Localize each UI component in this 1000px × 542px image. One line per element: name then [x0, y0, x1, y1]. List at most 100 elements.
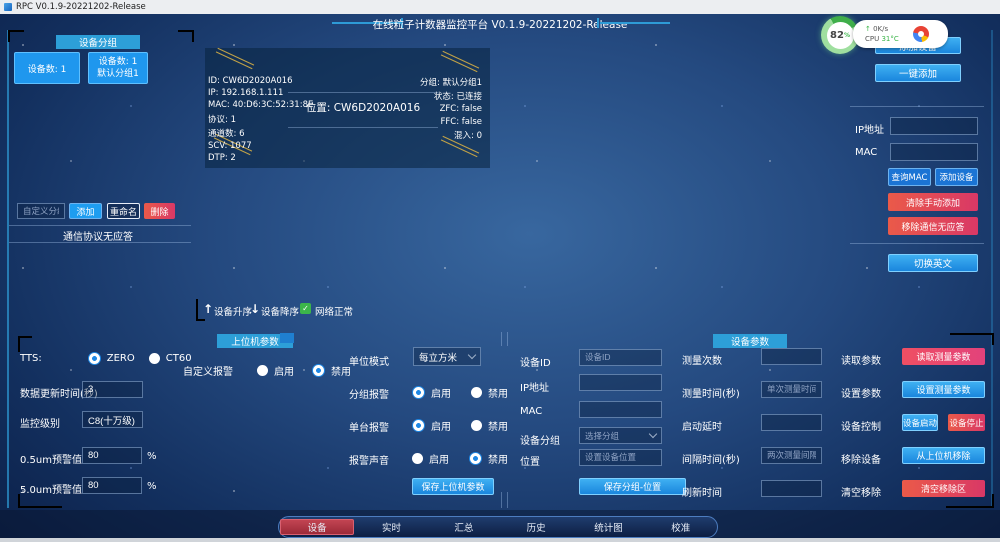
- monitor-level-label: 监控级别: [20, 419, 60, 430]
- sort-asc-icon[interactable]: ↑: [203, 302, 214, 316]
- unit-mode-label: 单位模式: [349, 357, 389, 368]
- add-group-button[interactable]: 添加: [69, 203, 102, 219]
- device-params-header: 设备参数: [713, 334, 787, 348]
- ip-label: IP地址: [855, 125, 884, 136]
- delete-group-button[interactable]: 删除: [144, 203, 175, 219]
- sort-asc-label[interactable]: 设备升序: [214, 307, 253, 318]
- device-location: 位置: CW6D2020A016: [305, 102, 421, 114]
- device-dtp: DTP: 2: [208, 153, 236, 164]
- config-location-label: 位置: [520, 457, 540, 468]
- tts-label: TTS:: [20, 353, 42, 364]
- add-device-manual-button[interactable]: 添加设备: [935, 168, 978, 186]
- device-scv: SCV: 1077: [208, 140, 252, 151]
- page-title: 在线粒子计数器监控平台 V0.1.9-20221202-Release: [372, 19, 628, 31]
- save-host-params-button[interactable]: 保存上位机参数: [412, 478, 494, 495]
- set-measure-params-button[interactable]: 设置测量参数: [902, 381, 985, 398]
- device-info-panel[interactable]: [205, 48, 490, 168]
- section-mark: [280, 333, 294, 343]
- config-group-label: 设备分组: [520, 436, 560, 447]
- device-info-right: 分组: 默认分组1 状态: 已连接 ZFC: false FFC: false …: [340, 76, 482, 141]
- device-stop-button[interactable]: 设备停止: [948, 414, 985, 431]
- start-delay-input[interactable]: [761, 414, 822, 431]
- device-channels: 通道数: 6: [208, 128, 245, 139]
- divider: [9, 225, 191, 226]
- device-id: ID: CW6D2020A016: [208, 76, 293, 86]
- window-bottom-edge: [0, 538, 1000, 542]
- query-mac-button[interactable]: 查询MAC: [888, 168, 931, 186]
- group-all-button[interactable]: 设备数: 1: [14, 52, 80, 84]
- tab-calibration[interactable]: 校准: [671, 523, 691, 534]
- device-ffc: FFC: false: [440, 116, 483, 127]
- tts-ct60-radio[interactable]: [148, 353, 160, 364]
- interval-input[interactable]: [761, 447, 822, 464]
- config-id-input[interactable]: [579, 349, 662, 366]
- browser-icon[interactable]: [912, 26, 929, 42]
- alarm-sound-disable-radio[interactable]: [469, 452, 482, 465]
- measure-time-input[interactable]: [761, 381, 822, 398]
- divider: [507, 332, 508, 346]
- config-ip-input[interactable]: [579, 374, 662, 391]
- group-alarm-enable-radio[interactable]: [412, 386, 425, 399]
- custom-group-input[interactable]: [17, 203, 65, 219]
- single-alarm-enable-radio[interactable]: [412, 419, 425, 432]
- left-frame-line: [7, 30, 9, 508]
- mac-label: MAC: [855, 147, 878, 158]
- device-info-left: ID: CW6D2020A016 IP: 192.168.1.111 MAC: …: [208, 76, 313, 163]
- mac-input[interactable]: [890, 143, 978, 161]
- tts-zero-radio[interactable]: [87, 352, 101, 365]
- warn50-label: 5.0um预警值: [20, 485, 82, 496]
- alarm-sound-radios: 启用 禁用: [412, 451, 508, 466]
- warn05-input[interactable]: [82, 447, 142, 464]
- tab-realtime[interactable]: 实时: [381, 523, 401, 534]
- read-measure-params-button[interactable]: 读取测量参数: [902, 348, 985, 365]
- clear-remove-zone-button[interactable]: 清空移除区: [902, 480, 985, 497]
- config-location-input[interactable]: [579, 449, 662, 466]
- chevron-down-icon: [467, 350, 477, 360]
- corner-bracket: [8, 30, 24, 42]
- remove-no-reply-button[interactable]: 移除通信无应答: [888, 217, 978, 235]
- group-alarm-disable-radio[interactable]: [471, 387, 482, 398]
- sort-desc-label[interactable]: 设备降序: [261, 307, 300, 318]
- unit-mode-select[interactable]: 每立方米: [413, 347, 481, 366]
- alarm-sound-enable-radio[interactable]: [412, 453, 423, 464]
- corner-bracket: [18, 336, 32, 352]
- tab-device[interactable]: 设备: [280, 519, 355, 535]
- single-alarm-disable-radio[interactable]: [471, 420, 482, 431]
- custom-alarm-disable-radio[interactable]: [312, 364, 325, 377]
- tab-history[interactable]: 历史: [526, 523, 546, 534]
- remove-device-label: 移除设备: [841, 455, 881, 466]
- app-icon: [4, 3, 12, 11]
- monitor-level-input[interactable]: [82, 411, 143, 428]
- device-mac: MAC: 40:D6:3C:52:31:8E: [208, 100, 314, 111]
- clear-manual-button[interactable]: 清除手动添加: [888, 193, 978, 211]
- group-alarm-radios: 启用 禁用: [412, 385, 508, 400]
- rename-group-button[interactable]: 重命名: [107, 203, 140, 219]
- bottom-tabbar: 设备 实时 汇总 历史 统计图 校准: [278, 516, 718, 538]
- tab-statistics[interactable]: 统计图: [594, 523, 623, 534]
- update-time-input[interactable]: [82, 381, 143, 398]
- host-params-header: 上位机参数: [217, 334, 293, 348]
- save-group-location-button[interactable]: 保存分组-位置: [579, 478, 686, 495]
- measure-count-input[interactable]: [761, 348, 822, 365]
- ip-input[interactable]: [890, 117, 978, 135]
- measure-count-label: 测量次数: [682, 356, 722, 367]
- corner-bracket: [18, 494, 62, 508]
- tab-summary[interactable]: 汇总: [454, 523, 474, 534]
- sort-desc-icon[interactable]: ↓: [250, 302, 261, 316]
- warn50-input[interactable]: [82, 477, 142, 494]
- custom-alarm-enable-radio[interactable]: [257, 365, 268, 376]
- divider: [850, 243, 984, 244]
- single-alarm-radios: 启用 禁用: [412, 418, 508, 433]
- one-key-add-button[interactable]: 一键添加: [875, 64, 961, 82]
- divider: [501, 492, 502, 508]
- refresh-time-input[interactable]: [761, 480, 822, 497]
- window-titlebar: RPC V0.1.9-20221202-Release: [0, 0, 1000, 14]
- config-mac-input[interactable]: [579, 401, 662, 418]
- config-group-select[interactable]: 选择分组: [579, 427, 662, 444]
- tts-ct60-label: CT60: [165, 353, 192, 364]
- device-start-button[interactable]: 设备启动: [902, 414, 938, 431]
- switch-english-button[interactable]: 切换英文: [888, 254, 978, 272]
- group-default-button[interactable]: 设备数: 1 默认分组1: [88, 52, 148, 84]
- remove-from-host-button[interactable]: 从上位机移除: [902, 447, 985, 464]
